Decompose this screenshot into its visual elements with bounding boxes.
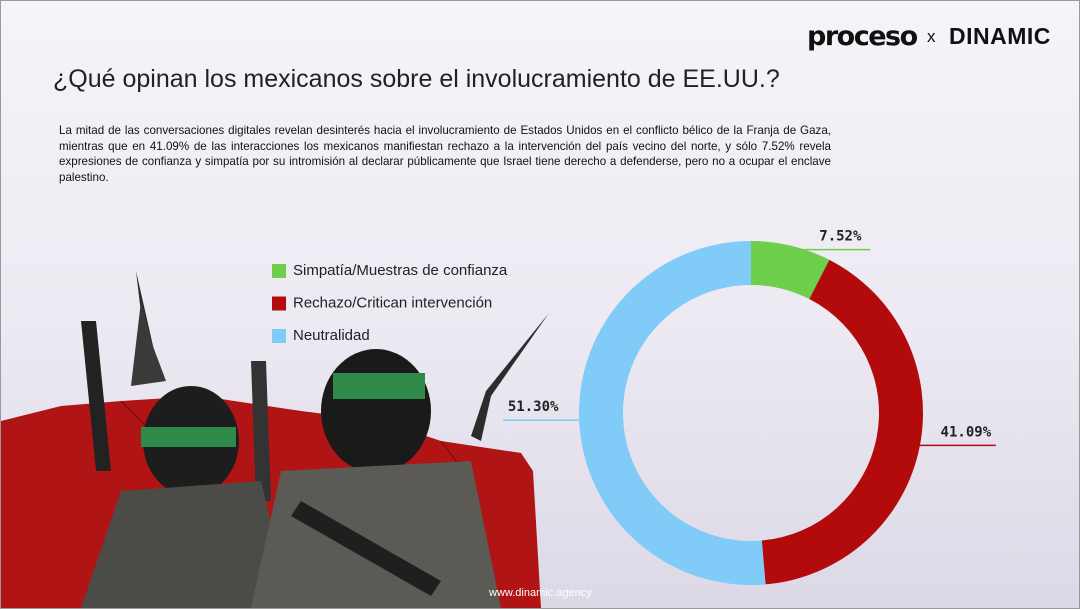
legend-swatch [272, 329, 286, 343]
donut-segment [751, 241, 830, 300]
description: La mitad de las conversaciones digitales… [59, 124, 831, 184]
legend-label: Simpatía/Muestras de confianza [293, 262, 508, 279]
value-label: 41.09% [941, 424, 992, 440]
illustration [1, 271, 549, 608]
legend-swatch [272, 264, 286, 278]
chart-title: ¿Qué opinan los mexicanos sobre el invol… [53, 65, 780, 93]
legend-label: Neutralidad [293, 327, 370, 344]
partner-logo: DINAMIC [949, 23, 1051, 49]
brand-logo: proceso [807, 21, 918, 52]
legend-label: Rechazo/Critican intervención [293, 294, 492, 311]
value-label: 7.52% [819, 229, 862, 245]
logo-separator: x [927, 27, 936, 46]
legend-swatch [272, 296, 286, 311]
donut-segment [579, 241, 766, 585]
donut-segment [761, 259, 923, 585]
footer-url: www.dinamic.agency [489, 587, 592, 599]
value-label: 51.30% [508, 399, 559, 415]
